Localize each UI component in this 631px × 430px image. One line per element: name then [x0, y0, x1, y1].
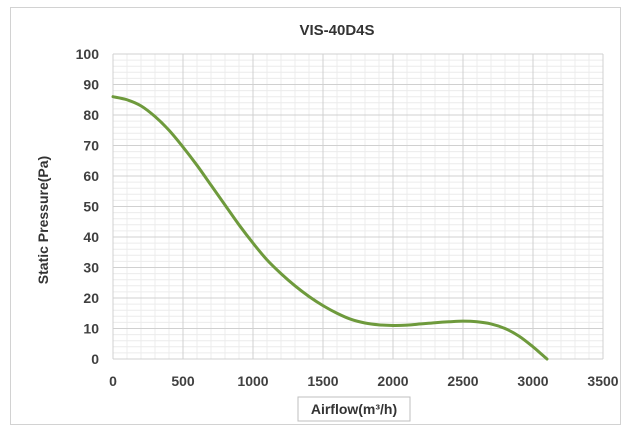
x-axis-title-box — [297, 396, 411, 422]
x-tick-label: 3500 — [587, 373, 618, 389]
y-tick-label: 10 — [83, 321, 99, 337]
x-tick-label: 2000 — [377, 373, 408, 389]
series-line — [111, 95, 549, 361]
x-axis-title: Airflow(m³/h) — [311, 401, 397, 417]
x-tick-label: 3000 — [517, 373, 548, 389]
x-axis-tick-labels: 0 500 1000 1500 2000 2500 3000 3500 — [109, 373, 619, 389]
x-tick-label: 1000 — [237, 373, 268, 389]
y-tick-label: 50 — [83, 199, 99, 215]
x-tick-label: 500 — [171, 373, 195, 389]
y-tick-label: 80 — [83, 107, 99, 123]
y-tick-label: 90 — [83, 77, 99, 93]
y-tick-label: 100 — [76, 46, 100, 62]
series-layer — [111, 95, 549, 361]
y-tick-label: 70 — [83, 138, 99, 154]
y-axis-tick-labels: 0 10 20 30 40 50 60 70 80 90 100 — [76, 46, 100, 367]
y-tick-label: 40 — [83, 229, 99, 245]
y-tick-label: 20 — [83, 290, 99, 306]
y-tick-label: 0 — [91, 351, 99, 367]
x-tick-label: 0 — [109, 373, 117, 389]
chart-title: VIS-40D4S — [299, 22, 374, 39]
x-tick-label: 2500 — [447, 373, 478, 389]
y-tick-label: 60 — [83, 168, 99, 184]
y-axis-title: Static Pressure(Pa) — [35, 156, 51, 284]
y-tick-label: 30 — [83, 260, 99, 276]
x-tick-label: 1500 — [307, 373, 338, 389]
major-gridlines — [112, 53, 604, 360]
